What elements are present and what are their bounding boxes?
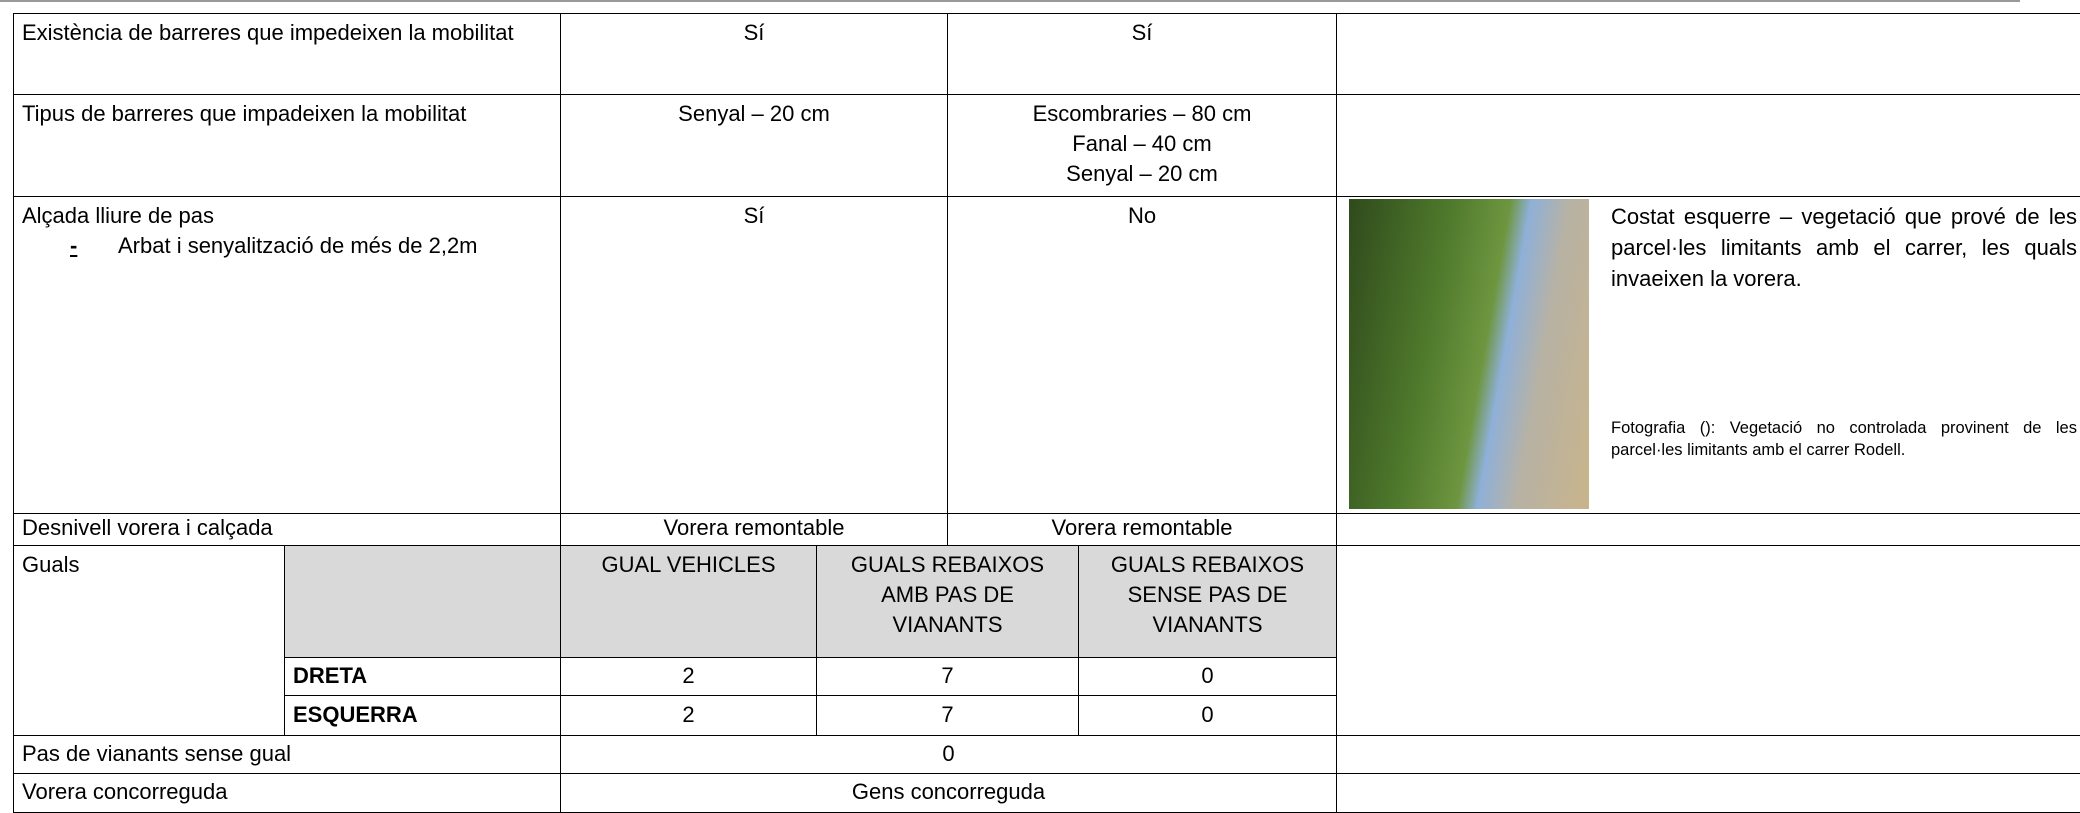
- photo: [1349, 199, 1589, 509]
- cell: [1336, 735, 2080, 774]
- cell: [1336, 513, 2080, 546]
- cell: 0: [1078, 695, 1337, 736]
- cell: Gens concorreguda: [560, 773, 1337, 813]
- cell: Escombraries – 80 cm Fanal – 40 cm Senya…: [947, 94, 1337, 197]
- cell: Vorera remontable: [947, 513, 1337, 546]
- side-label: DRETA: [284, 657, 561, 696]
- cell: 0: [560, 735, 1337, 774]
- cell: Senyal – 20 cm: [560, 94, 948, 197]
- list-text: Arbat i senyalització de més de 2,2m: [118, 233, 478, 258]
- cell: [1336, 13, 2080, 95]
- cell: [1336, 545, 2080, 736]
- header-cell: GUAL VEHICLES: [560, 545, 817, 658]
- cell: Sí: [560, 196, 948, 514]
- list-marker: -: [70, 233, 78, 258]
- row-label: Existència de barreres que impedeixen la…: [13, 13, 561, 95]
- photo-cell: Costat esquerre – vegetació que prové de…: [1336, 196, 2080, 514]
- cell-line: Fanal – 40 cm: [1072, 131, 1212, 156]
- cell: Sí: [560, 13, 948, 95]
- cell: 7: [816, 695, 1079, 736]
- cell-line: Senyal – 20 cm: [678, 101, 830, 126]
- row-label: Alçada lliure de pas - Arbat i senyalitz…: [13, 196, 561, 514]
- cell: [1336, 773, 2080, 813]
- cell-line: Escombraries – 80 cm: [1032, 101, 1252, 126]
- row-label: Desnivell vorera i calçada: [13, 513, 561, 546]
- side-label: ESQUERRA: [284, 695, 561, 736]
- cell-line: Senyal – 20 cm: [1066, 161, 1218, 186]
- list-item: - Arbat i senyalització de més de 2,2m: [22, 231, 552, 261]
- top-rule: [0, 0, 2020, 2]
- cell: [1336, 94, 2080, 197]
- row-label: Guals: [13, 545, 285, 736]
- label: Alçada lliure de pas: [22, 203, 215, 228]
- cell: 7: [816, 657, 1079, 696]
- cell: 2: [560, 695, 817, 736]
- cell: 2: [560, 657, 817, 696]
- photo-caption: Fotografia (): Vegetació no controlada p…: [1611, 419, 2077, 459]
- header-cell: [284, 545, 561, 658]
- cell: Vorera remontable: [560, 513, 948, 546]
- header-cell: GUALS REBAIXOS SENSE PAS DE VIANANTS: [1078, 545, 1337, 658]
- row-label: Pas de vianants sense gual: [13, 735, 561, 774]
- cell: Sí: [947, 13, 1337, 95]
- header-cell: GUALS REBAIXOS AMB PAS DE VIANANTS: [816, 545, 1079, 658]
- cell: 0: [1078, 657, 1337, 696]
- cell: No: [947, 196, 1337, 514]
- row-label: Tipus de barreres que impadeixen la mobi…: [13, 94, 561, 197]
- photo-note: Costat esquerre – vegetació que prové de…: [1611, 204, 2077, 291]
- row-label: Vorera concorreguda: [13, 773, 561, 813]
